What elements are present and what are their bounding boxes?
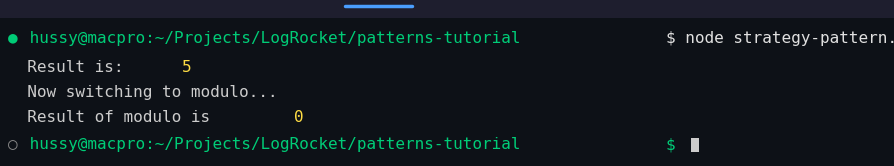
Text: 0: 0 [293,111,303,125]
Text: ●: ● [8,31,18,45]
Text: $ node strategy-pattern.js: $ node strategy-pattern.js [665,31,894,45]
Text: hussy@macpro:~/Projects/LogRocket/patterns-tutorial: hussy@macpro:~/Projects/LogRocket/patter… [21,137,520,153]
FancyBboxPatch shape [0,0,894,18]
Text: Now switching to modulo...: Now switching to modulo... [8,85,277,100]
FancyBboxPatch shape [690,138,698,152]
Text: $: $ [665,137,685,153]
Text: 5: 5 [181,60,191,76]
Text: hussy@macpro:~/Projects/LogRocket/patterns-tutorial: hussy@macpro:~/Projects/LogRocket/patter… [21,31,520,45]
Text: Result of modulo is: Result of modulo is [8,111,229,125]
Text: Result is:: Result is: [8,60,142,76]
Text: ○: ○ [8,137,18,153]
